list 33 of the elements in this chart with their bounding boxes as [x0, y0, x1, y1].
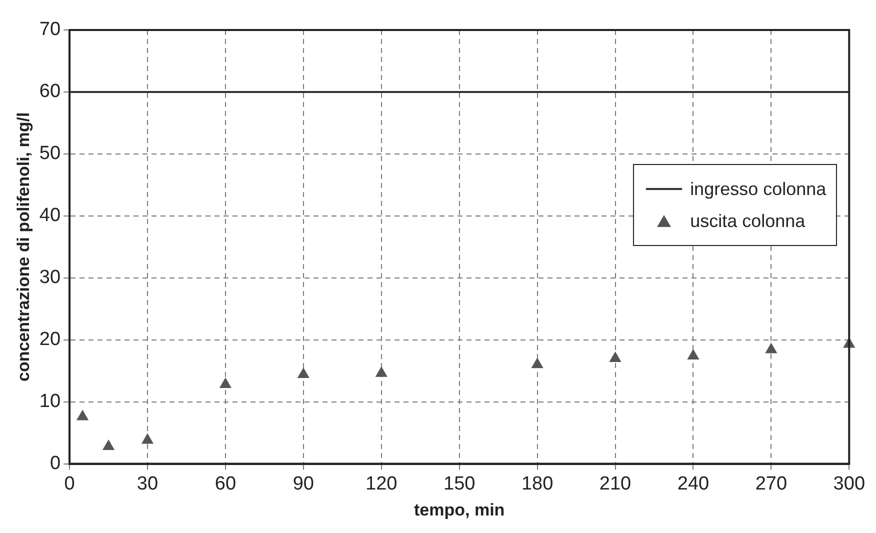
x-tick-label: 0 — [64, 473, 75, 494]
x-tick-label: 90 — [292, 473, 314, 494]
y-tick-label: 30 — [39, 267, 61, 288]
x-axis-title: tempo, min — [414, 500, 505, 520]
y-tick-label: 0 — [50, 453, 61, 474]
y-tick-label: 50 — [39, 143, 61, 164]
point — [532, 358, 543, 368]
point — [102, 440, 114, 450]
x-tick-label: 210 — [599, 473, 632, 494]
x-tick-label: 60 — [214, 473, 236, 494]
point — [220, 378, 232, 388]
point — [610, 352, 621, 362]
point — [298, 368, 310, 378]
y-tick-label: 10 — [39, 391, 61, 412]
point — [688, 349, 699, 360]
point — [376, 366, 388, 377]
x-tick-label: 150 — [443, 473, 476, 494]
y-axis-title: concentrazione di polifenoli, mg/l — [14, 112, 33, 382]
point — [142, 434, 154, 444]
point — [765, 343, 777, 354]
y-tick-label: 40 — [39, 205, 61, 226]
y-tick-label: 60 — [39, 81, 61, 102]
x-tick-label: 300 — [833, 473, 865, 494]
x-tick-label: 180 — [521, 473, 554, 494]
x-tick-label: 120 — [366, 473, 398, 494]
point — [76, 410, 88, 420]
legend-label: ingresso colonna — [690, 178, 826, 200]
x-tick-label: 30 — [136, 473, 158, 494]
x-tick-label: 240 — [677, 473, 710, 494]
y-tick-label: 20 — [39, 329, 61, 350]
x-tick-label: 270 — [755, 473, 788, 494]
legend-label: uscita colonna — [690, 210, 806, 232]
y-tick-label: 70 — [39, 19, 61, 40]
